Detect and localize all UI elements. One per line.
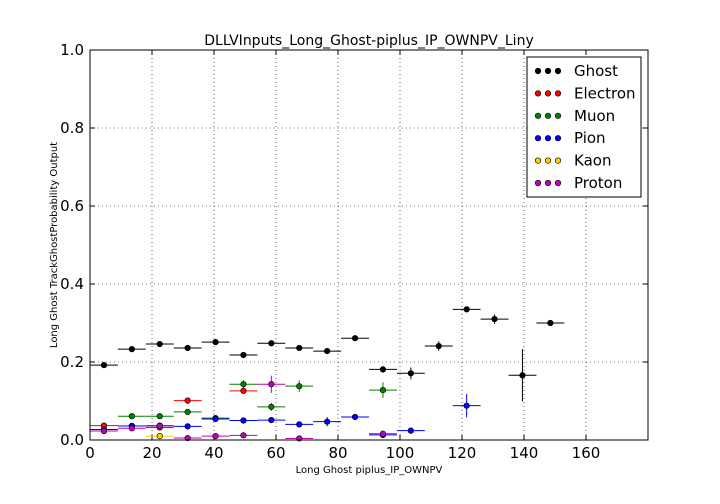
ghost-point — [379, 366, 387, 373]
series-kaon — [145, 433, 174, 440]
pion-point — [324, 418, 331, 425]
muon-point — [240, 381, 247, 388]
ghost-point — [435, 342, 442, 350]
legend-label-kaon: Kaon — [574, 152, 611, 170]
y-tick-label: 0.4 — [60, 275, 84, 293]
ghost-point — [156, 340, 163, 348]
pion-point — [351, 413, 359, 421]
x-tick-label: 60 — [266, 444, 285, 462]
y-axis-title: Long Ghost TrackGhostProbability Output — [49, 142, 60, 348]
proton-point — [240, 432, 247, 439]
muon-point — [268, 403, 275, 410]
x-tick-label: 0 — [85, 444, 95, 462]
muon-point — [379, 386, 387, 394]
electron-point — [184, 397, 191, 404]
x-tick-label: 140 — [510, 444, 539, 462]
muon-point — [128, 413, 135, 420]
ghost-point — [519, 372, 526, 379]
pion-point — [212, 415, 219, 423]
legend-box — [526, 56, 642, 198]
legend-marker-electron — [544, 90, 552, 97]
data-series — [90, 306, 565, 442]
legend: Ghost Electron Muon Pion Kaon Proton — [526, 56, 642, 198]
legend-marker-kaon — [534, 157, 542, 164]
legend-marker-ghost — [554, 67, 562, 75]
legend-marker-electron — [554, 90, 562, 97]
axis-ticks: 0 20 40 60 80 100 120 140 160 0.0 0.2 0.4 0.6 0.8 1.0 — [60, 41, 648, 462]
ghost-point — [212, 339, 219, 346]
proton-point — [184, 434, 191, 442]
legend-marker-electron — [534, 90, 542, 97]
series-proton — [90, 375, 397, 442]
legend-label-pion: Pion — [574, 129, 606, 147]
pion-point — [184, 423, 191, 430]
ghost-point — [100, 362, 108, 369]
legend-marker-muon — [534, 112, 542, 119]
legend-marker-muon — [554, 112, 562, 119]
ghost-point — [547, 319, 554, 327]
x-tick-label: 40 — [204, 444, 223, 462]
x-tick-label: 20 — [142, 444, 161, 462]
electron-point — [240, 387, 247, 394]
ghost-point — [491, 316, 498, 323]
x-tick-label: 160 — [572, 444, 601, 462]
ghost-point — [296, 344, 303, 352]
ghost-point — [128, 346, 135, 353]
pion-point — [268, 417, 275, 424]
grid — [90, 50, 648, 440]
legend-marker-pion — [534, 135, 542, 142]
pion-point — [463, 402, 470, 409]
x-tick-label: 80 — [328, 444, 347, 462]
legend-marker-pion — [554, 135, 562, 142]
ghost-point — [351, 335, 359, 342]
plot-frame — [89, 49, 649, 441]
y-tick-label: 0.6 — [60, 197, 84, 215]
legend-label-proton: Proton — [574, 174, 622, 192]
legend-marker-muon — [544, 112, 552, 119]
y-tick-label: 1.0 — [60, 41, 84, 59]
proton-point — [100, 427, 108, 435]
pion-point — [407, 427, 414, 434]
ghost-point — [268, 340, 275, 347]
pion-point — [240, 417, 247, 424]
ghost-point — [463, 306, 470, 313]
legend-label-muon: Muon — [574, 107, 615, 125]
pion-point — [296, 421, 303, 428]
legend-marker-proton — [534, 179, 542, 187]
y-tick-label: 0.0 — [60, 431, 84, 449]
ghost-point — [324, 347, 331, 355]
x-tick-label: 100 — [386, 444, 415, 462]
legend-label-electron: Electron — [574, 84, 636, 102]
legend-marker-pion — [544, 135, 552, 142]
ghost-point — [240, 351, 247, 359]
y-tick-label: 0.8 — [60, 119, 84, 137]
chart-title: DLLVInputs_Long_Ghost-piplus_IP_OWNPV_Li… — [204, 33, 533, 49]
muon-point — [296, 383, 303, 390]
ghost-point — [407, 370, 414, 377]
x-axis-title: Long Ghost piplus_IP_OWNPV — [296, 465, 443, 476]
legend-marker-kaon — [554, 157, 562, 164]
muon-point — [184, 408, 191, 416]
legend-marker-ghost — [544, 67, 552, 75]
y-tick-label: 0.2 — [60, 353, 84, 371]
proton-point — [379, 430, 387, 437]
series-ghost — [90, 306, 565, 402]
legend-label-ghost: Ghost — [574, 62, 618, 80]
kaon-point — [156, 433, 163, 440]
ghost-point — [184, 344, 191, 352]
proton-point — [212, 433, 219, 440]
muon-point — [156, 413, 163, 420]
proton-point — [156, 422, 163, 430]
x-tick-label: 120 — [448, 444, 477, 462]
proton-point — [268, 381, 275, 388]
legend-marker-proton — [544, 179, 552, 187]
proton-point — [128, 425, 135, 432]
legend-marker-ghost — [534, 67, 542, 75]
legend-marker-proton — [554, 179, 562, 187]
legend-marker-kaon — [544, 157, 552, 164]
